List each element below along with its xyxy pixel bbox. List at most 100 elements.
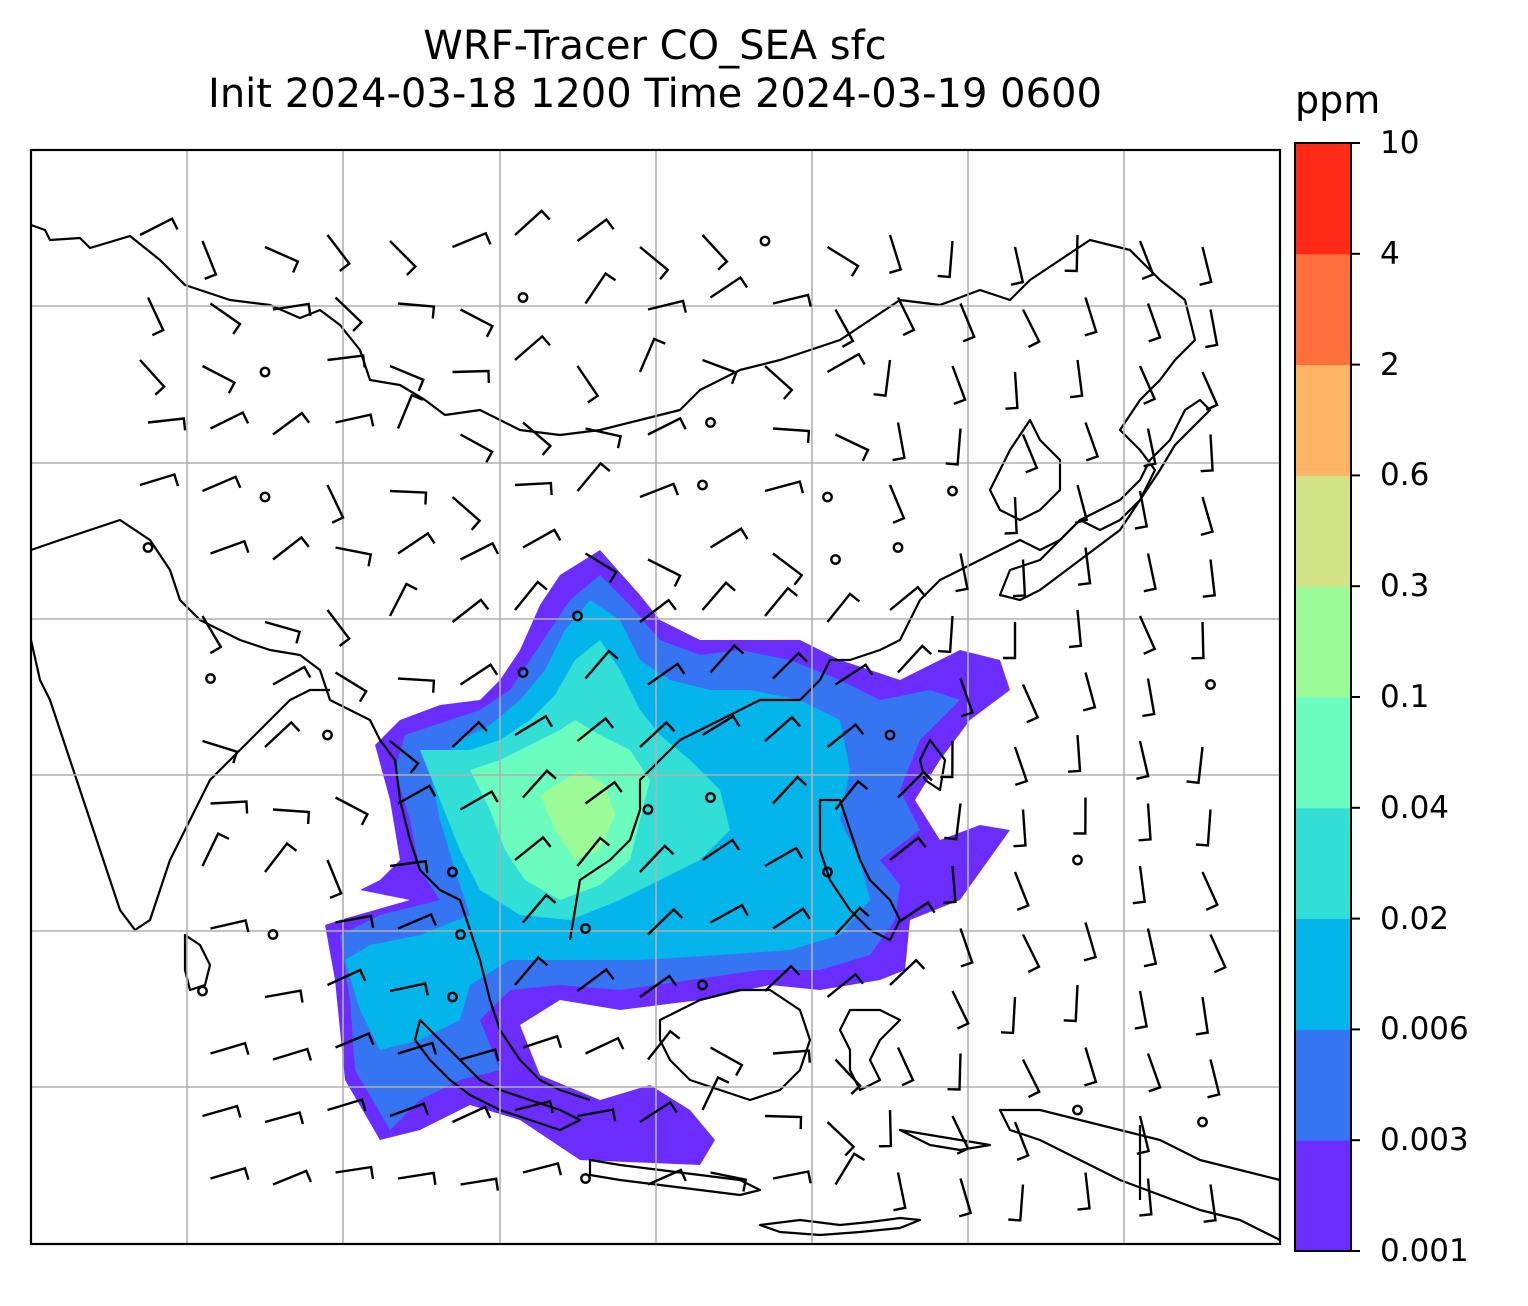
wind-barb (1013, 1121, 1030, 1162)
wind-barb (1000, 996, 1017, 1035)
wind-barb (764, 586, 798, 617)
wind-barb (522, 1034, 563, 1049)
coast-japan (998, 398, 1212, 602)
calm-wind-circle (1197, 1116, 1208, 1128)
wind-barb (1084, 422, 1100, 462)
wind-barb (1084, 297, 1098, 337)
calm-wind-circle (759, 235, 771, 247)
calm-wind-circle (1072, 1104, 1083, 1116)
colorbar-tick-label: 0.1 (1380, 679, 1430, 715)
wind-barb (834, 1058, 862, 1095)
wind-barbs (139, 209, 1227, 1223)
wind-barb (584, 649, 619, 680)
wind-barb (889, 958, 926, 986)
wind-barb (764, 846, 804, 868)
wind-barb (944, 803, 962, 841)
wind-barb (888, 234, 903, 275)
colorbar-tick-label: 4 (1380, 235, 1400, 272)
wind-barb (1207, 1059, 1221, 1099)
wind-barb (772, 1170, 812, 1184)
wind-barb (873, 359, 892, 398)
wind-barb (888, 484, 906, 524)
wind-barb (326, 968, 367, 987)
wind-barb (451, 1105, 492, 1124)
wind-barb (585, 427, 623, 449)
wind-barb (1209, 934, 1227, 974)
wind-barb (1082, 672, 1097, 712)
wind-barb (514, 334, 551, 361)
wind-barb (514, 714, 554, 737)
wind-barb (701, 1075, 730, 1111)
wind-barb (1200, 434, 1214, 473)
wind-barb (772, 775, 808, 805)
wind-barb (202, 475, 242, 493)
wind-barb (201, 240, 218, 281)
wind-barb (397, 912, 437, 930)
colorbar-unit: ppm (1295, 78, 1381, 122)
wind-barb (326, 859, 343, 900)
calm-wind-circle (572, 610, 583, 622)
wind-barb (710, 1171, 748, 1192)
wind-barb (139, 473, 180, 487)
wind-barb (584, 271, 617, 305)
calm-wind-circle (517, 667, 529, 678)
wind-barb (1074, 484, 1089, 525)
wind-barb (878, 1109, 893, 1148)
colorbar-segment (1295, 253, 1351, 366)
wind-barb (897, 900, 936, 924)
wind-barb (264, 245, 300, 273)
wind-barb (834, 779, 869, 811)
wind-barb (647, 416, 687, 436)
colorbar-segment (1295, 1140, 1351, 1252)
wind-barb (1134, 990, 1148, 1030)
coast-sulawesi (838, 1008, 902, 1092)
wind-barb (210, 539, 250, 555)
coast-java (588, 1158, 762, 1197)
wind-barb (459, 541, 500, 561)
wind-barb (1203, 1184, 1217, 1223)
wind-barb (202, 1104, 242, 1118)
wind-barb (772, 293, 812, 307)
wind-barb (1004, 496, 1018, 535)
wind-barb (945, 428, 962, 466)
wind-barb (334, 296, 364, 332)
colorbar-segment (1295, 1029, 1351, 1141)
wind-barb (764, 1114, 803, 1130)
wind-barb (335, 1032, 375, 1049)
wind-barb (826, 972, 864, 998)
wind-barb (1199, 246, 1213, 286)
wind-barb (584, 1036, 625, 1055)
wind-barb (334, 796, 370, 826)
wind-barb (1136, 740, 1150, 780)
wind-barb (955, 553, 969, 593)
wind-barb (1068, 609, 1083, 649)
coast-india (31, 518, 591, 1102)
wind-barb (1139, 1178, 1153, 1217)
wind-barb (388, 582, 418, 617)
wind-barb (272, 535, 310, 561)
graticule (31, 150, 1280, 1244)
wind-barb (326, 484, 345, 524)
wind-barb (396, 393, 424, 429)
colorbar-tick-label: 10 (1380, 125, 1420, 161)
wind-barb (1005, 371, 1019, 410)
wind-barb (210, 918, 250, 933)
wind-barb (1201, 871, 1219, 911)
wind-barb (764, 480, 805, 494)
wind-barb (460, 1177, 500, 1191)
wind-barb (389, 982, 429, 996)
wind-barb (397, 1171, 437, 1185)
wind-barb (139, 359, 166, 396)
wind-barb (577, 1108, 617, 1122)
wind-barb (1067, 734, 1082, 773)
wind-barb (389, 740, 420, 774)
wind-barb (139, 217, 179, 237)
wind-barb (576, 836, 611, 867)
wind-barb (272, 1169, 313, 1186)
wind-barb (264, 1111, 305, 1125)
calm-wind-circle (705, 792, 716, 803)
wind-barb (826, 245, 860, 277)
wind-barb (1010, 246, 1025, 286)
wind-barb (514, 481, 553, 496)
wind-barb (1064, 234, 1079, 273)
